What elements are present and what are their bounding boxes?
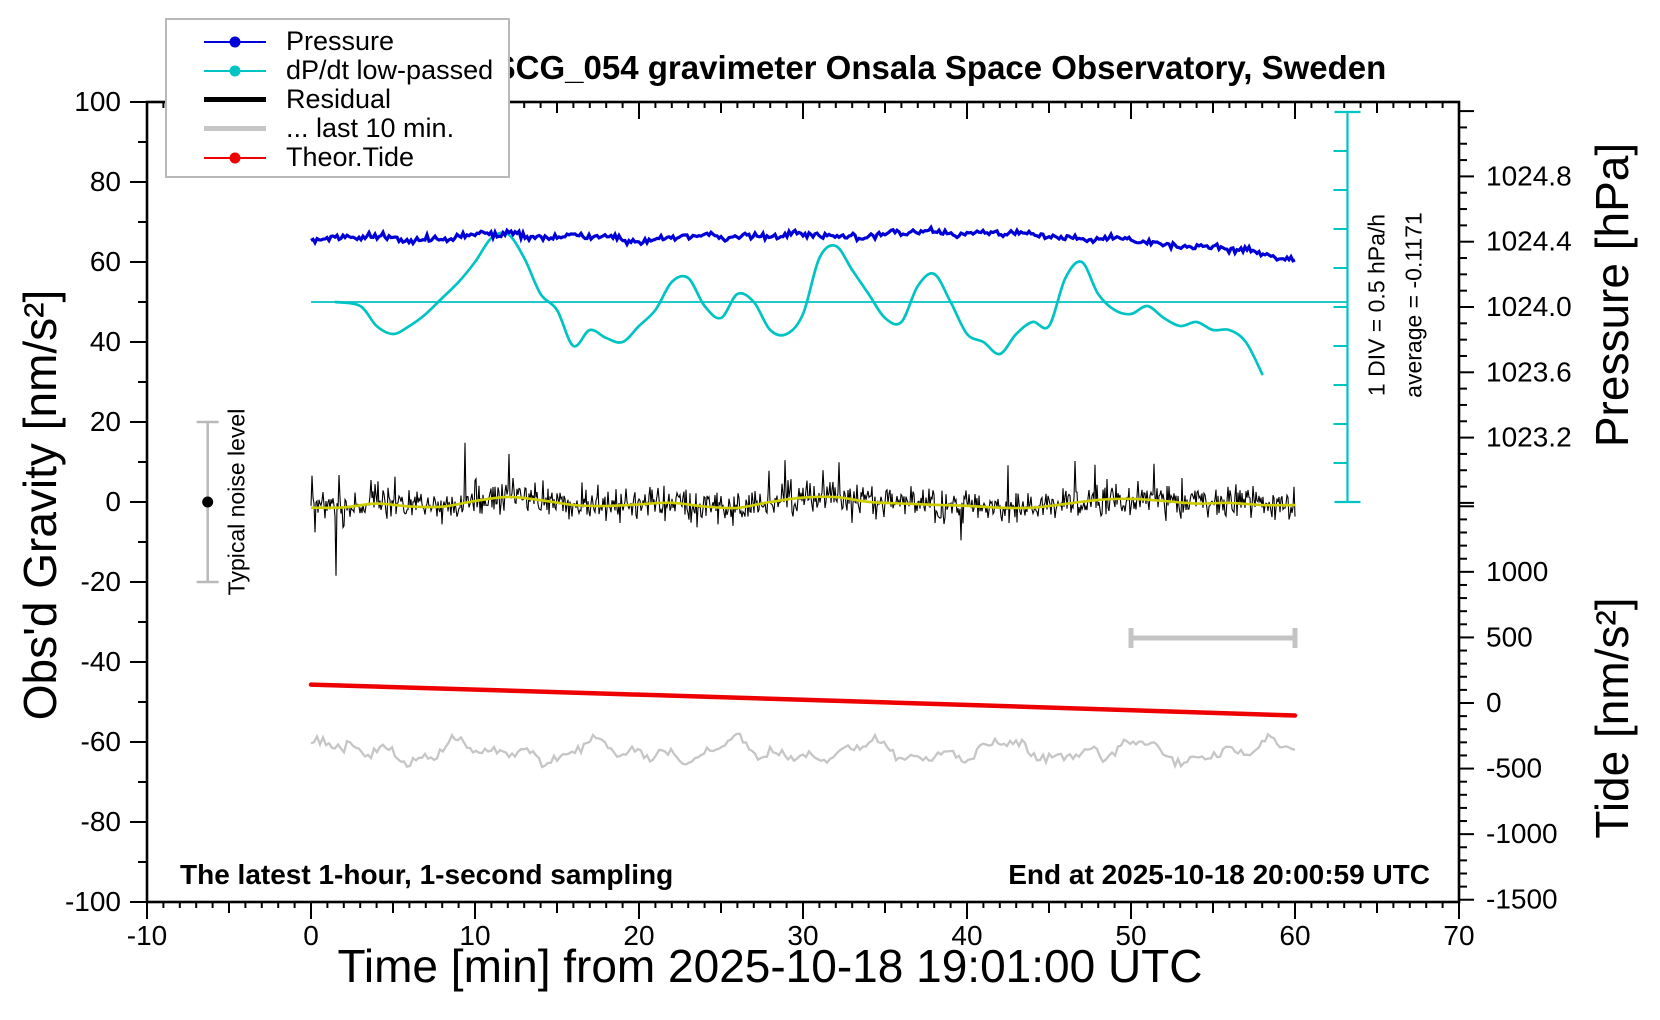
x-tick-label: -10 (127, 920, 167, 951)
tide-tick-label: 500 (1486, 621, 1533, 652)
legend-item-residual: Residual (167, 84, 508, 114)
pressure-tick-label: 1024.8 (1486, 160, 1572, 191)
pressure-axis-label: Pressure [hPa] (1586, 142, 1638, 448)
end-time-note: End at 2025-10-18 20:00:59 UTC (1008, 859, 1430, 890)
x-axis-label: Time [min] from 2025-10-18 19:01:00 UTC (337, 940, 1203, 992)
legend-item-dpdt: dP/dt low-passed (167, 55, 508, 85)
legend-item-pressure: Pressure (167, 26, 508, 56)
x-tick-label: 70 (1443, 920, 1474, 951)
gravity-tick-label: 60 (90, 246, 121, 277)
gravity-tick-label: 100 (74, 86, 121, 117)
tide-tick-label: 0 (1486, 687, 1502, 718)
tide-tick-label: -500 (1486, 753, 1542, 784)
pressure-tick-label: 1024.0 (1486, 291, 1572, 322)
typical-noise-label: Typical noise level (223, 408, 250, 596)
chart-title: SCG_054 gravimeter Onsala Space Observat… (493, 49, 1387, 86)
average-note: average = -0.1171 (1400, 212, 1427, 398)
x-tick-label: 40 (951, 920, 982, 951)
tide-axis-label: Tide [nm/s²] (1586, 597, 1638, 839)
legend-label: Pressure (286, 26, 395, 56)
legend-label: ... last 10 min. (286, 113, 455, 143)
pressure-tick-label: 1024.4 (1486, 226, 1572, 257)
residual-line-swatch (204, 97, 266, 102)
legend-item-last10: ... last 10 min. (167, 113, 508, 143)
theor-tide-curve (308, 682, 1298, 718)
gravity-tick-label: 80 (90, 166, 121, 197)
gravity-tick-label: -100 (65, 886, 121, 917)
last10-line-swatch (204, 126, 266, 131)
pressure-line-swatch (204, 36, 266, 47)
pressure-curve (310, 224, 1296, 263)
residual-lowpassed-curve (310, 495, 1296, 510)
tide-tick-label: -1500 (1486, 884, 1558, 915)
gravity-tick-label: -20 (81, 566, 121, 597)
gravity-axis-label: Obs'd Gravity [nm/s²] (14, 289, 66, 721)
x-tick-label: 10 (459, 920, 490, 951)
tide-tick-label: 1000 (1486, 556, 1548, 587)
noise-errorbar-dot (202, 496, 214, 508)
gravity-tick-label: -40 (81, 646, 121, 677)
gravity-tick-label: -60 (81, 726, 121, 757)
pressure-tick-label: 1023.6 (1486, 356, 1572, 387)
dpdt-line-swatch (204, 65, 266, 76)
gravity-tick-label: 20 (90, 406, 121, 437)
legend-item-tide: Theor.Tide (167, 142, 508, 172)
gravity-tick-label: 40 (90, 326, 121, 357)
pressure-tick-label: 1023.2 (1486, 422, 1572, 453)
sampling-note: The latest 1-hour, 1-second sampling (180, 859, 674, 890)
legend-box: Pressure dP/dt low-passed Residual ... l… (165, 18, 510, 178)
gravity-tick-label: -80 (81, 806, 121, 837)
x-tick-label: 20 (623, 920, 654, 951)
div-scale-note: 1 DIV = 0.5 hPa/h (1363, 213, 1390, 397)
legend-label: Theor.Tide (286, 142, 415, 172)
x-tick-label: 0 (303, 920, 319, 951)
x-tick-label: 60 (1279, 920, 1310, 951)
legend-label: dP/dt low-passed (286, 55, 494, 85)
dpdt-curve (334, 231, 1264, 376)
tide-tick-label: -1000 (1486, 818, 1558, 849)
last10-curve (310, 732, 1296, 770)
gravity-tick-label: 0 (105, 486, 121, 517)
legend-label: Residual (286, 84, 392, 114)
residual-curve (310, 442, 1296, 576)
x-tick-label: 50 (1115, 920, 1146, 951)
x-tick-label: 30 (787, 920, 818, 951)
tide-line-swatch (204, 152, 266, 163)
